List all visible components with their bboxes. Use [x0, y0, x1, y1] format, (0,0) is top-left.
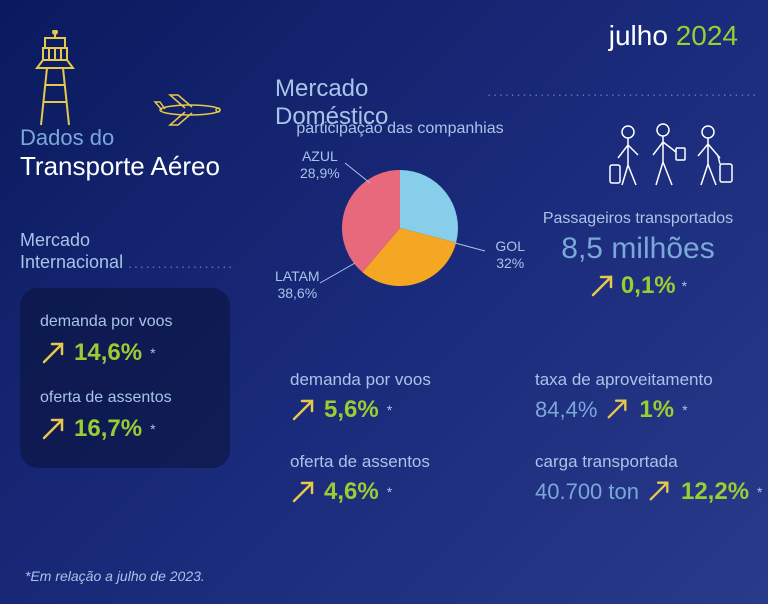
- intl-supply-value: 16,7%*: [40, 415, 210, 443]
- pie-label-latam: LATAM 38,6%: [275, 268, 320, 302]
- pax-change: 0,1%*: [538, 272, 738, 300]
- intl-supply-pct: 16,7%: [74, 415, 142, 443]
- header-date: julho 2024: [609, 20, 738, 52]
- dom-metrics-right: taxa de aproveitamento 84,4% 1%* carga t…: [535, 370, 763, 534]
- title-line2: Transporte Aéreo: [20, 151, 220, 182]
- pie-subtitle: participação das companhias: [275, 120, 525, 138]
- dom-metrics-left: demanda por voos 5,6%* oferta de assento…: [290, 370, 431, 534]
- control-tower-icon: [25, 30, 85, 135]
- dom-demand-block: demanda por voos 5,6%*: [290, 370, 431, 424]
- arrow-up-icon: [647, 479, 673, 505]
- month-label: julho: [609, 20, 668, 51]
- arrow-up-icon: [589, 273, 615, 299]
- pie-chart: AZUL 28,9% GOL 32% LATAM 38,6%: [275, 143, 525, 323]
- arrow-up-icon: [290, 397, 316, 423]
- intl-title: Mercado Internacional ..................: [20, 230, 234, 273]
- intl-demand-label: demanda por voos: [40, 313, 210, 331]
- pax-change-pct: 0,1%: [621, 272, 676, 300]
- arrow-up-icon: [290, 479, 316, 505]
- main-title: Dados do Transporte Aéreo: [20, 125, 220, 182]
- intl-demand-pct: 14,6%: [74, 339, 142, 367]
- dom-supply-block: oferta de assentos 4,6%*: [290, 452, 431, 506]
- international-section: Mercado Internacional ..................…: [20, 230, 234, 468]
- dots-decoration: ........................................…: [487, 83, 755, 99]
- arrow-up-icon: [40, 416, 66, 442]
- intl-metrics-box: demanda por voos 14,6%* oferta de assent…: [20, 288, 230, 468]
- arrow-up-icon: [605, 397, 631, 423]
- intl-demand-value: 14,6%*: [40, 339, 210, 367]
- pax-label: Passageiros transportados: [538, 210, 738, 228]
- pax-value: 8,5 milhões: [538, 232, 738, 266]
- travelers-icon: [608, 120, 738, 200]
- pie-chart-area: participação das companhias AZUL 28,9% G…: [275, 120, 525, 323]
- year-label: 2024: [676, 20, 738, 51]
- arrow-up-icon: [40, 340, 66, 366]
- pie-label-gol: GOL 32%: [495, 238, 525, 272]
- dots-decoration: ..................: [128, 254, 234, 270]
- dom-cargo-block: carga transportada 40.700 ton 12,2%*: [535, 452, 763, 506]
- footnote: *Em relação a julho de 2023.: [25, 568, 205, 584]
- passengers-block: Passageiros transportados 8,5 milhões 0,…: [538, 210, 738, 300]
- dom-util-block: taxa de aproveitamento 84,4% 1%*: [535, 370, 763, 424]
- pie-label-azul: AZUL 28,9%: [300, 148, 340, 182]
- intl-supply-label: oferta de assentos: [40, 389, 210, 407]
- title-line1: Dados do: [20, 125, 220, 151]
